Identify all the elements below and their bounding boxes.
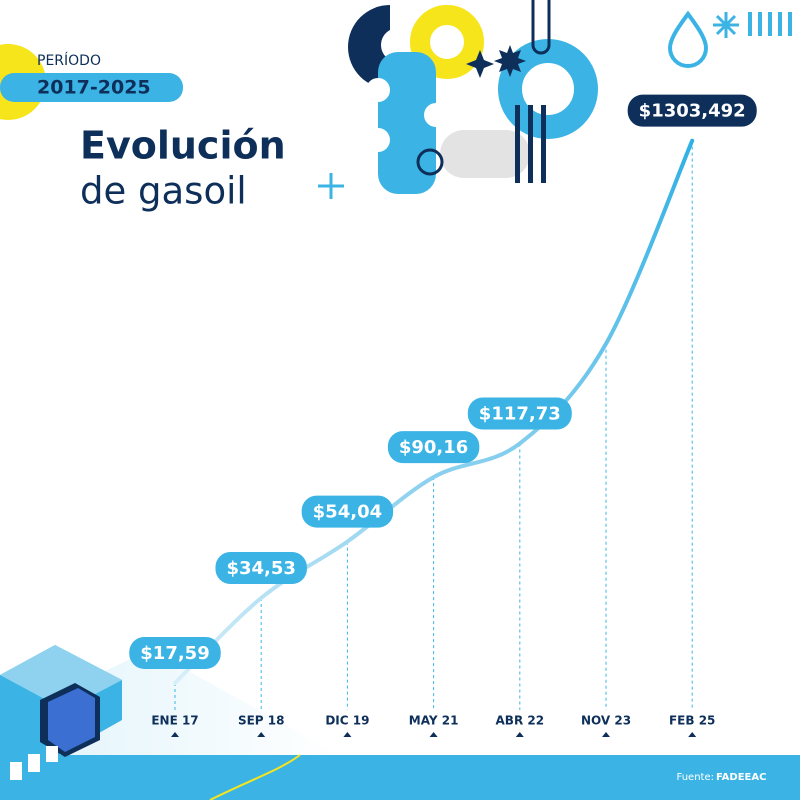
value-label: $34,53 [215,551,307,584]
plot: ENE 17 SEP 18 DIC 19 MAY 21 ABR 22 NOV 23 FEB … [129,94,757,737]
value-label-text: $117,73 [479,404,561,425]
value-label-text: $54,04 [313,502,382,523]
x-tick-label: DIC 19 [325,714,369,728]
title: de gasoil [80,170,247,213]
value-label-bg [387,431,480,464]
value-label-bg [301,495,394,528]
value-label-bg [627,94,757,127]
x-tick-label: SEP 18 [238,714,285,728]
value-label: $90,16 [387,431,480,464]
value-label-text: $90,16 [399,437,468,458]
period-label: PERÍODO [37,52,101,69]
source-label: Fuente: [677,772,714,783]
title: Evolución [80,124,286,168]
x-tick-label: ENE 17 [151,714,198,728]
value-label-text: $17,59 [140,643,209,664]
value-label: $1303,492 [627,94,757,127]
value-label-bg [467,397,572,430]
value-label-bg [129,636,221,669]
tick-marker [429,732,438,737]
value-label-text: $34,53 [226,558,295,579]
tick-marker [602,732,610,737]
period: 2017-2025 [37,77,151,99]
period-badge [0,73,183,102]
x-tick-label: MAY 21 [409,714,459,728]
value-label: $117,73 [467,397,572,430]
value-label-text: $1303,492 [639,101,746,122]
tick-marker [515,732,524,737]
tick-marker [171,732,179,737]
x-tick-label: FEB 25 [669,714,715,728]
x-tick-label: NOV 23 [581,714,631,728]
value-label: $17,59 [129,636,221,669]
value-label-bg [215,551,307,584]
value-label: $54,04 [301,495,394,528]
price-line [173,138,695,685]
tick-marker [688,732,697,737]
x-tick-label: ABR 22 [496,714,545,728]
source: FADEEAC [716,772,766,783]
tick-marker [257,732,266,737]
tick-marker [343,732,352,737]
